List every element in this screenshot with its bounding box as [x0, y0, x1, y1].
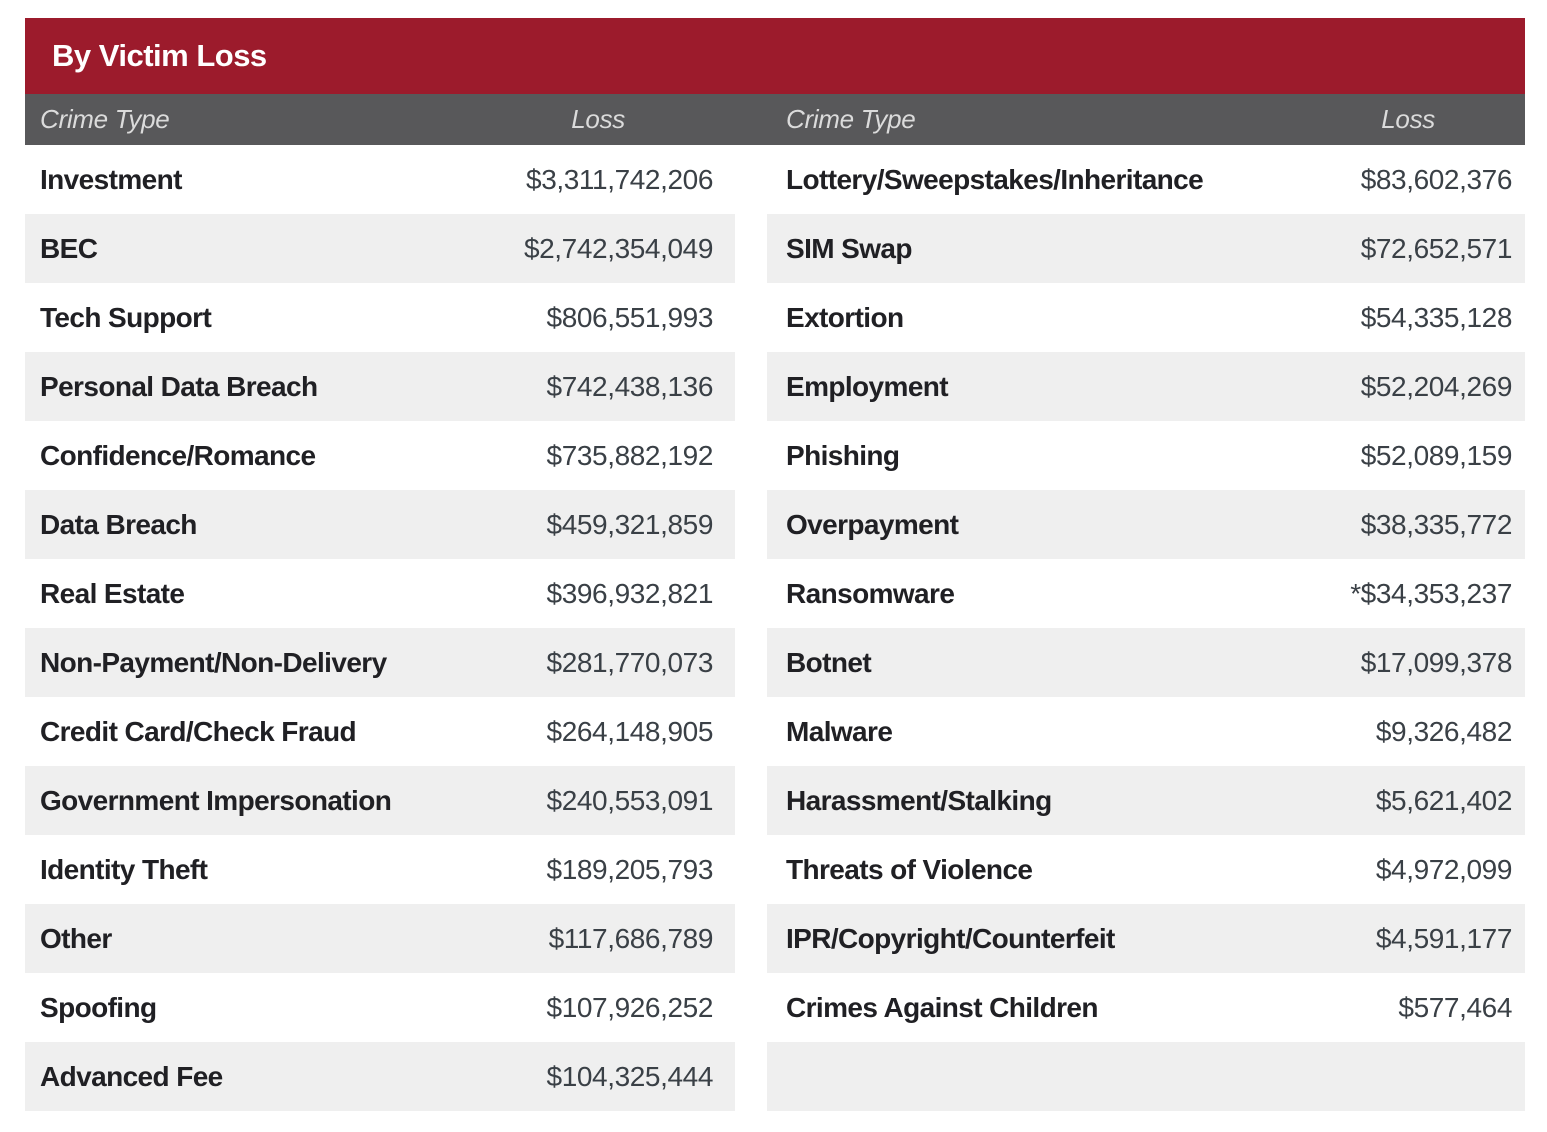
left-column-headers: Crime Type Loss [25, 94, 735, 145]
loss-cell: $577,464 [1398, 991, 1512, 1023]
loss-cell: $5,621,402 [1375, 784, 1513, 816]
crime-type-cell: Spoofing [40, 991, 157, 1023]
crime-type-cell: Phishing [786, 439, 900, 471]
crime-type-cell: Government Impersonation [40, 784, 392, 816]
loss-cell: $52,204,269 [1360, 370, 1513, 402]
table-row: Credit Card/Check Fraud $264,148,905 [25, 697, 735, 766]
loss-cell: $72,652,571 [1360, 232, 1513, 264]
column-gap [735, 94, 767, 145]
table-row: Ransomware *$34,353,237 [767, 559, 1525, 628]
table-row: Crimes Against Children $577,464 [767, 973, 1525, 1042]
table-row: BEC $2,742,354,049 [25, 214, 735, 283]
table-row: Overpayment $38,335,772 [767, 490, 1525, 559]
loss-cell: $17,099,378 [1360, 646, 1513, 678]
crime-type-cell: Investment [40, 163, 182, 195]
crime-type-cell: Threats of Violence [786, 853, 1033, 885]
table-row: Advanced Fee $104,325,444 [25, 1042, 735, 1111]
crime-type-cell: Harassment/Stalking [786, 784, 1052, 816]
crime-type-cell: Botnet [786, 646, 872, 678]
table-row: Government Impersonation $240,553,091 [25, 766, 735, 835]
loss-cell: *$34,353,237 [1350, 577, 1512, 609]
table-row: Phishing $52,089,159 [767, 421, 1525, 490]
table-row: Employment $52,204,269 [767, 352, 1525, 421]
crime-type-cell: IPR/Copyright/Counterfeit [786, 922, 1115, 954]
right-column-headers: Crime Type Loss [767, 94, 1525, 145]
crime-type-cell: Crimes Against Children [786, 991, 1099, 1023]
crime-type-column-header: Crime Type [40, 104, 170, 134]
crime-type-cell: Credit Card/Check Fraud [40, 715, 357, 747]
loss-cell: $806,551,993 [546, 301, 714, 333]
left-table-column: Investment $3,311,742,206 BEC $2,742,354,04… [25, 145, 735, 1111]
crime-type-cell: Non-Payment/Non-Delivery [40, 646, 387, 678]
crime-type-cell: SIM Swap [786, 232, 912, 264]
table-row: Real Estate $396,932,821 [25, 559, 735, 628]
table-row: Extortion $54,335,128 [767, 283, 1525, 352]
loss-cell: $735,882,192 [546, 439, 714, 471]
loss-cell: $4,591,177 [1375, 922, 1513, 954]
loss-cell: $396,932,821 [546, 577, 714, 609]
table-row: SIM Swap $72,652,571 [767, 214, 1525, 283]
table-title-bar: By Victim Loss [25, 18, 1525, 94]
table-title: By Victim Loss [52, 38, 267, 73]
table-row: Harassment/Stalking $5,621,402 [767, 766, 1525, 835]
loss-cell: $104,325,444 [546, 1060, 714, 1092]
loss-cell: $4,972,099 [1375, 853, 1513, 885]
table-row: Threats of Violence $4,972,099 [767, 835, 1525, 904]
loss-cell: $281,770,073 [546, 646, 714, 678]
crime-type-cell: Identity Theft [40, 853, 208, 885]
loss-cell: $9,326,482 [1375, 715, 1513, 747]
table-row: IPR/Copyright/Counterfeit $4,591,177 [767, 904, 1525, 973]
crime-type-cell: Tech Support [40, 301, 212, 333]
crime-type-cell: Other [40, 922, 112, 954]
crime-type-cell: Overpayment [786, 508, 959, 540]
table-row: Investment $3,311,742,206 [25, 145, 735, 214]
table-row: Lottery/Sweepstakes/Inheritance $83,602,3… [767, 145, 1525, 214]
loss-cell: $264,148,905 [546, 715, 714, 747]
victim-loss-table: By Victim Loss Crime Type Loss Crime Typ… [25, 18, 1525, 1111]
column-header-row: Crime Type Loss Crime Type Loss [25, 94, 1525, 145]
table-row: Other $117,686,789 [25, 904, 735, 973]
crime-type-cell: Personal Data Breach [40, 370, 318, 402]
crime-type-cell: Malware [786, 715, 893, 747]
table-row: Confidence/Romance $735,882,192 [25, 421, 735, 490]
loss-cell: $54,335,128 [1360, 301, 1513, 333]
loss-cell: $2,742,354,049 [523, 232, 713, 264]
crime-type-cell: Advanced Fee [40, 1060, 223, 1092]
table-body: Investment $3,311,742,206 BEC $2,742,354,04… [25, 145, 1525, 1111]
loss-cell: $107,926,252 [546, 991, 714, 1023]
loss-cell: $117,686,789 [548, 922, 714, 954]
column-gap [735, 145, 767, 1111]
crime-type-cell: Confidence/Romance [40, 439, 316, 471]
loss-cell: $38,335,772 [1360, 508, 1513, 540]
loss-cell: $459,321,859 [546, 508, 714, 540]
loss-cell: $240,553,091 [546, 784, 714, 816]
crime-type-cell: Ransomware [786, 577, 955, 609]
loss-cell: $83,602,376 [1360, 163, 1513, 195]
table-row: Data Breach $459,321,859 [25, 490, 735, 559]
loss-cell: $52,089,159 [1360, 439, 1513, 471]
table-row: Tech Support $806,551,993 [25, 283, 735, 352]
table-row: Personal Data Breach $742,438,136 [25, 352, 735, 421]
crime-type-cell: Lottery/Sweepstakes/Inheritance [786, 163, 1204, 195]
crime-type-cell: Real Estate [40, 577, 185, 609]
crime-type-column-header: Crime Type [786, 104, 916, 134]
crime-type-cell: Extortion [786, 301, 904, 333]
loss-column-header: Loss [571, 104, 625, 134]
table-row [767, 1042, 1525, 1111]
loss-cell: $189,205,793 [546, 853, 714, 885]
right-table-column: Lottery/Sweepstakes/Inheritance $83,602,3… [767, 145, 1525, 1111]
loss-column-header: Loss [1381, 104, 1435, 134]
crime-type-cell: Data Breach [40, 508, 197, 540]
table-row: Identity Theft $189,205,793 [25, 835, 735, 904]
loss-cell: $3,311,742,206 [526, 163, 713, 195]
table-row: Botnet $17,099,378 [767, 628, 1525, 697]
crime-type-cell: BEC [40, 232, 98, 264]
loss-cell: $742,438,136 [546, 370, 714, 402]
table-row: Malware $9,326,482 [767, 697, 1525, 766]
crime-type-cell: Employment [786, 370, 949, 402]
table-row: Non-Payment/Non-Delivery $281,770,073 [25, 628, 735, 697]
table-row: Spoofing $107,926,252 [25, 973, 735, 1042]
